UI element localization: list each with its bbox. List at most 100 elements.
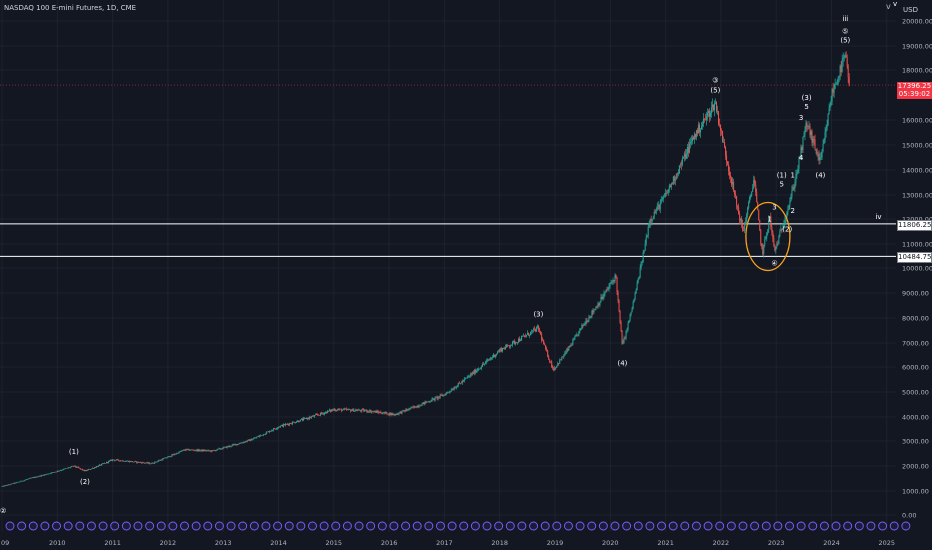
event-marker-icon[interactable] <box>808 521 818 531</box>
event-marker-icon[interactable] <box>738 521 748 531</box>
event-marker-icon[interactable] <box>831 521 841 531</box>
event-marker-icon[interactable] <box>866 521 876 531</box>
event-marker-icon[interactable] <box>156 521 166 531</box>
currency-label[interactable]: USD <box>903 6 918 14</box>
event-marker-icon[interactable] <box>342 521 352 531</box>
event-marker-icon[interactable] <box>785 521 794 531</box>
event-marker-icon[interactable] <box>459 521 469 531</box>
event-markers[interactable] <box>5 521 911 531</box>
event-marker-icon[interactable] <box>703 521 713 531</box>
chevron-down-icon[interactable]: v <box>886 2 891 11</box>
candle-body <box>416 405 418 408</box>
candle-body <box>258 435 260 437</box>
time-axis[interactable]: 09 2010 2011 2012 2013 2014 2015 2016 2017 2018 20… <box>1 539 895 547</box>
event-marker-icon[interactable] <box>401 521 411 531</box>
event-marker-icon[interactable] <box>40 521 50 531</box>
event-marker-icon[interactable] <box>284 521 294 531</box>
event-marker-icon[interactable] <box>773 521 783 531</box>
horizontal-levels[interactable] <box>0 84 896 257</box>
event-marker-icon[interactable] <box>668 521 678 531</box>
event-marker-icon[interactable] <box>750 521 760 531</box>
event-marker-icon[interactable] <box>691 521 701 531</box>
event-marker-icon[interactable] <box>226 521 236 531</box>
event-marker-icon[interactable] <box>680 521 690 531</box>
event-marker-icon[interactable] <box>63 521 73 531</box>
event-marker-icon[interactable] <box>622 521 632 531</box>
event-marker-icon[interactable] <box>145 521 155 531</box>
event-marker-icon[interactable] <box>540 521 550 531</box>
event-marker-icon[interactable] <box>354 521 364 531</box>
event-marker-icon[interactable] <box>308 521 317 531</box>
event-marker-icon[interactable] <box>52 521 61 531</box>
event-marker-icon[interactable] <box>98 521 108 531</box>
event-marker-icon[interactable] <box>261 521 271 531</box>
event-marker-icon[interactable] <box>180 521 189 531</box>
candle-body <box>359 409 361 411</box>
event-marker-icon[interactable] <box>878 521 888 531</box>
event-marker-icon[interactable] <box>843 521 853 531</box>
event-marker-icon[interactable] <box>657 521 666 531</box>
candle-body <box>434 397 436 400</box>
price-axis[interactable]: 20000.00 19000.00 18000.00 16000.00 15000.00… <box>902 17 932 519</box>
event-marker-icon[interactable] <box>796 521 806 531</box>
event-marker-icon[interactable] <box>529 521 539 531</box>
event-marker-icon[interactable] <box>5 521 15 531</box>
event-marker-icon[interactable] <box>424 521 434 531</box>
event-marker-icon[interactable] <box>412 521 422 531</box>
event-marker-icon[interactable] <box>901 521 911 531</box>
event-marker-icon[interactable] <box>645 521 655 531</box>
event-marker-icon[interactable] <box>819 521 829 531</box>
event-marker-icon[interactable] <box>726 521 736 531</box>
candle-body <box>3 485 5 487</box>
event-marker-icon[interactable] <box>296 521 306 531</box>
event-marker-icon[interactable] <box>121 521 131 531</box>
event-marker-icon[interactable] <box>505 521 515 531</box>
event-marker-icon[interactable] <box>249 521 259 531</box>
event-marker-icon[interactable] <box>17 521 27 531</box>
event-marker-icon[interactable] <box>470 521 480 531</box>
event-marker-icon[interactable] <box>191 521 201 531</box>
event-marker-icon[interactable] <box>214 521 224 531</box>
event-marker-icon[interactable] <box>517 521 527 531</box>
candle-body <box>130 461 132 462</box>
event-marker-icon[interactable] <box>86 521 96 531</box>
event-marker-icon[interactable] <box>436 521 445 531</box>
event-marker-icon[interactable] <box>889 521 899 531</box>
event-marker-icon[interactable] <box>575 521 585 531</box>
event-marker-icon[interactable] <box>854 521 864 531</box>
event-marker-icon[interactable] <box>28 521 38 531</box>
event-marker-icon[interactable] <box>238 521 248 531</box>
event-marker-icon[interactable] <box>482 521 492 531</box>
event-marker-icon[interactable] <box>366 521 376 531</box>
candle-body <box>156 461 158 463</box>
candle-body <box>325 411 327 413</box>
candle-body <box>340 408 342 410</box>
event-marker-icon[interactable] <box>273 521 283 531</box>
candle-body <box>35 476 37 478</box>
event-marker-icon[interactable] <box>377 521 387 531</box>
event-marker-icon[interactable] <box>331 521 341 531</box>
event-marker-icon[interactable] <box>389 521 399 531</box>
candle-body <box>705 116 707 120</box>
event-marker-icon[interactable] <box>715 521 725 531</box>
event-marker-icon[interactable] <box>552 521 562 531</box>
event-marker-icon[interactable] <box>587 521 597 531</box>
event-marker-circle <box>645 521 655 531</box>
event-marker-icon[interactable] <box>168 521 178 531</box>
event-marker-icon[interactable] <box>447 521 457 531</box>
event-marker-icon[interactable] <box>319 521 329 531</box>
event-marker-icon[interactable] <box>203 521 213 531</box>
event-marker-icon[interactable] <box>633 521 643 531</box>
event-marker-icon[interactable] <box>598 521 608 531</box>
event-marker-icon[interactable] <box>494 521 504 531</box>
candle-body <box>843 57 845 58</box>
event-marker-icon[interactable] <box>133 521 143 531</box>
candle-body <box>152 462 154 464</box>
candle-body <box>558 363 560 364</box>
event-marker-icon[interactable] <box>564 521 573 531</box>
event-marker-icon[interactable] <box>75 521 85 531</box>
event-marker-icon[interactable] <box>761 521 771 531</box>
event-marker-icon[interactable] <box>110 521 120 531</box>
event-marker-icon[interactable] <box>610 521 620 531</box>
